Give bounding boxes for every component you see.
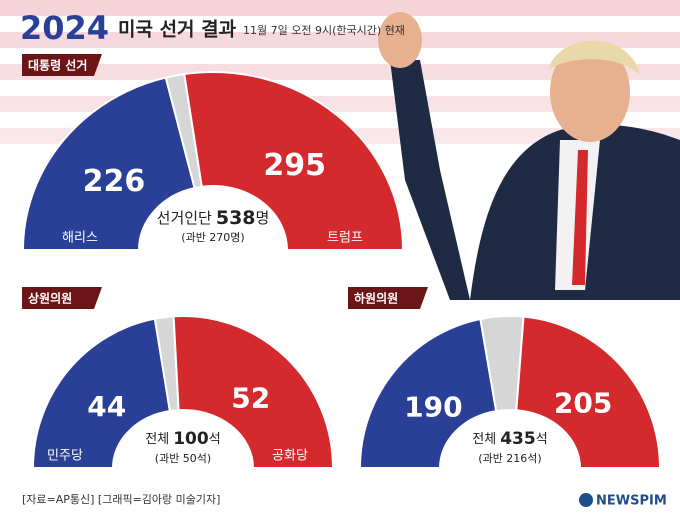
value-label: 226 [83, 164, 146, 199]
value-label: 205 [554, 386, 612, 419]
center-total: 전체 435석 [472, 429, 547, 449]
center-prefix: 전체 [145, 432, 169, 447]
value-label: 52 [231, 381, 270, 414]
source: [자료=AP통신] [그래픽=김아랑 미술기자] [22, 493, 220, 506]
portrait [378, 12, 680, 300]
category-label: 트럼프 [327, 231, 363, 246]
center-subtitle: (과반 270명) [181, 231, 244, 244]
brand: NEWSPIM [596, 494, 667, 509]
center-total: 전체 100석 [145, 429, 220, 449]
section-title: 하원의원 [354, 291, 398, 306]
center-subtitle: (과반 50석) [155, 452, 211, 465]
section-tag [22, 287, 102, 309]
center-suffix: 석 [209, 432, 221, 447]
center-suffix: 석 [536, 432, 548, 447]
segment [358, 317, 498, 469]
brand-icon [579, 493, 593, 507]
section-tag [348, 287, 428, 309]
total: 100 [173, 429, 209, 449]
section-tag [22, 54, 102, 76]
value-label: 190 [404, 390, 462, 423]
logo: 2024 [20, 9, 109, 47]
section-title: 대통령 선거 [28, 58, 87, 73]
title: 미국 선거 결과 [118, 19, 237, 41]
date: 11월 7일 오전 9시(한국시간) 현재 [243, 23, 405, 37]
segment [515, 315, 662, 469]
category-label: 공화당 [272, 449, 308, 464]
category-label: 민주당 [47, 449, 83, 464]
value-label: 295 [263, 148, 326, 183]
segment [172, 315, 335, 469]
total: 435 [500, 429, 536, 449]
center-total: 선거인단 538명 [157, 207, 270, 229]
center-subtitle: (과반 216석) [478, 452, 541, 465]
center-prefix: 전체 [472, 432, 496, 447]
category-label: 해리스 [62, 231, 98, 246]
total: 538 [216, 207, 256, 229]
center-prefix: 선거인단 [157, 209, 212, 227]
value-label: 44 [87, 390, 126, 423]
segment [183, 71, 405, 251]
segment [31, 317, 172, 469]
segment [21, 76, 196, 251]
section-title: 상원의원 [28, 291, 72, 306]
center-suffix: 명 [256, 209, 270, 227]
